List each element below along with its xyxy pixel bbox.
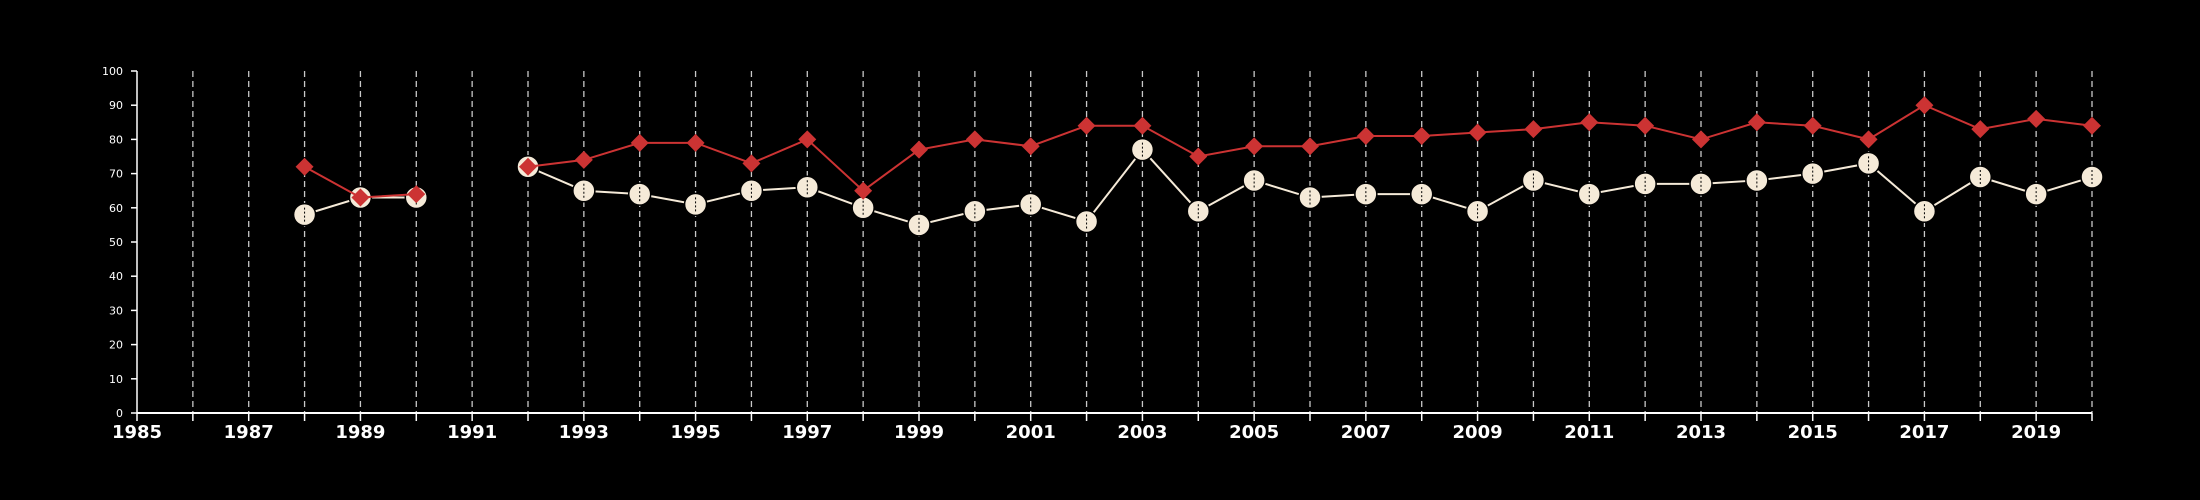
data-point-diamond — [910, 140, 928, 159]
data-point-circle — [851, 196, 875, 220]
data-point-diamond — [742, 154, 761, 173]
data-point-diamond — [1356, 126, 1375, 145]
data-point-diamond — [1747, 113, 1766, 132]
y-tick-label: 40 — [109, 270, 123, 283]
data-point-circle — [2080, 165, 2104, 189]
y-tick-label: 30 — [109, 304, 123, 317]
x-tick-label: 2001 — [1006, 422, 1056, 443]
grid-lines — [192, 71, 2093, 413]
data-point-circle — [1577, 182, 1602, 206]
axes: 0 10 20 30 40 50 60 70 80 90 100 1985 1987 1989 1991 19… — [102, 65, 2093, 443]
data-point-circle — [907, 213, 931, 237]
data-point-circle — [1912, 199, 1937, 223]
data-point-circle — [1968, 165, 1993, 189]
data-point-circle — [1800, 161, 1825, 186]
data-point-circle — [1745, 168, 1769, 193]
x-tick-label: 1999 — [894, 422, 944, 443]
data-point-diamond — [2027, 109, 2046, 128]
data-point-circle — [627, 182, 652, 206]
data-point-diamond — [1301, 137, 1319, 156]
data-point-diamond — [1077, 116, 1096, 135]
data-point-diamond — [519, 157, 537, 176]
x-tick-label: 2017 — [1899, 422, 1949, 443]
data-point-diamond — [1915, 96, 1934, 115]
data-point-diamond — [1412, 126, 1431, 145]
x-tick-label: 1989 — [335, 422, 385, 443]
y-tick-label: 80 — [109, 133, 123, 146]
data-point-circle — [683, 192, 708, 217]
data-point-diamond — [1636, 116, 1655, 135]
data-point-circle — [1354, 182, 1378, 206]
x-tick-label: 1993 — [559, 422, 609, 443]
data-point-circle — [572, 178, 596, 203]
x-tick-label: 2009 — [1453, 422, 1503, 443]
data-point-circle — [1298, 185, 1322, 210]
data-point-circle — [1186, 199, 1211, 223]
data-point-diamond — [295, 157, 314, 176]
data-point-circle — [1856, 151, 1881, 176]
data-point-diamond — [2083, 116, 2101, 135]
data-point-circle — [1130, 137, 1155, 162]
y-tick-label: 0 — [116, 407, 123, 420]
x-tick-label: 2005 — [1229, 422, 1279, 443]
data-point-circle — [1409, 182, 1434, 206]
x-tick-label: 2003 — [1117, 422, 1167, 443]
data-point-diamond — [1692, 130, 1710, 149]
data-point-circle — [1074, 209, 1099, 234]
data-point-circle — [292, 202, 317, 227]
data-point-diamond — [351, 188, 370, 207]
x-tick-label: 2011 — [1564, 422, 1614, 443]
x-tick-label: 2013 — [1676, 422, 1726, 443]
data-point-diamond — [1021, 137, 1040, 156]
data-point-diamond — [574, 150, 593, 169]
y-tick-label: 70 — [109, 168, 123, 181]
x-tick-label: 1987 — [224, 422, 274, 443]
data-point-diamond — [854, 181, 873, 200]
data-point-diamond — [1580, 113, 1599, 132]
data-point-diamond — [1971, 120, 1990, 139]
data-point-diamond — [1803, 116, 1822, 135]
data-point-circle — [739, 178, 764, 203]
data-point-circle — [1465, 199, 1490, 223]
y-tick-label: 90 — [109, 99, 123, 112]
data-point-circle — [795, 175, 820, 200]
x-tick-label: 1991 — [447, 422, 497, 443]
y-tick-label: 10 — [109, 373, 123, 386]
data-point-diamond — [1859, 130, 1878, 149]
y-tick-label: 50 — [109, 236, 123, 249]
data-point-diamond — [798, 130, 817, 149]
data-point-diamond — [1189, 147, 1208, 166]
data-point-circle — [1018, 192, 1043, 217]
x-tick-label: 2015 — [1788, 422, 1838, 443]
data-point-diamond — [630, 133, 649, 152]
x-tick-label: 1995 — [671, 422, 721, 443]
data-point-circle — [1689, 172, 1713, 196]
data-point-diamond — [1524, 120, 1543, 139]
data-point-diamond — [1245, 137, 1264, 156]
y-tick-label: 100 — [102, 65, 123, 78]
data-point-diamond — [407, 185, 426, 204]
y-tick-label: 20 — [109, 339, 123, 352]
data-point-circle — [1521, 168, 1546, 193]
data-point-circle — [1633, 172, 1657, 196]
data-point-diamond — [965, 130, 984, 149]
x-tick-label: 2007 — [1341, 422, 1391, 443]
x-tick-label: 2019 — [2011, 422, 2061, 443]
x-tick-label: 1985 — [112, 422, 162, 443]
x-tick-label: 1997 — [782, 422, 832, 443]
data-point-circle — [1242, 168, 1266, 193]
series-group — [295, 96, 2101, 207]
data-point-diamond — [1468, 123, 1487, 142]
data-point-diamond — [1133, 116, 1152, 135]
y-tick-label: 60 — [109, 202, 123, 215]
data-point-diamond — [686, 133, 705, 152]
data-point-circle — [2024, 182, 2048, 206]
data-point-circle — [963, 199, 987, 223]
